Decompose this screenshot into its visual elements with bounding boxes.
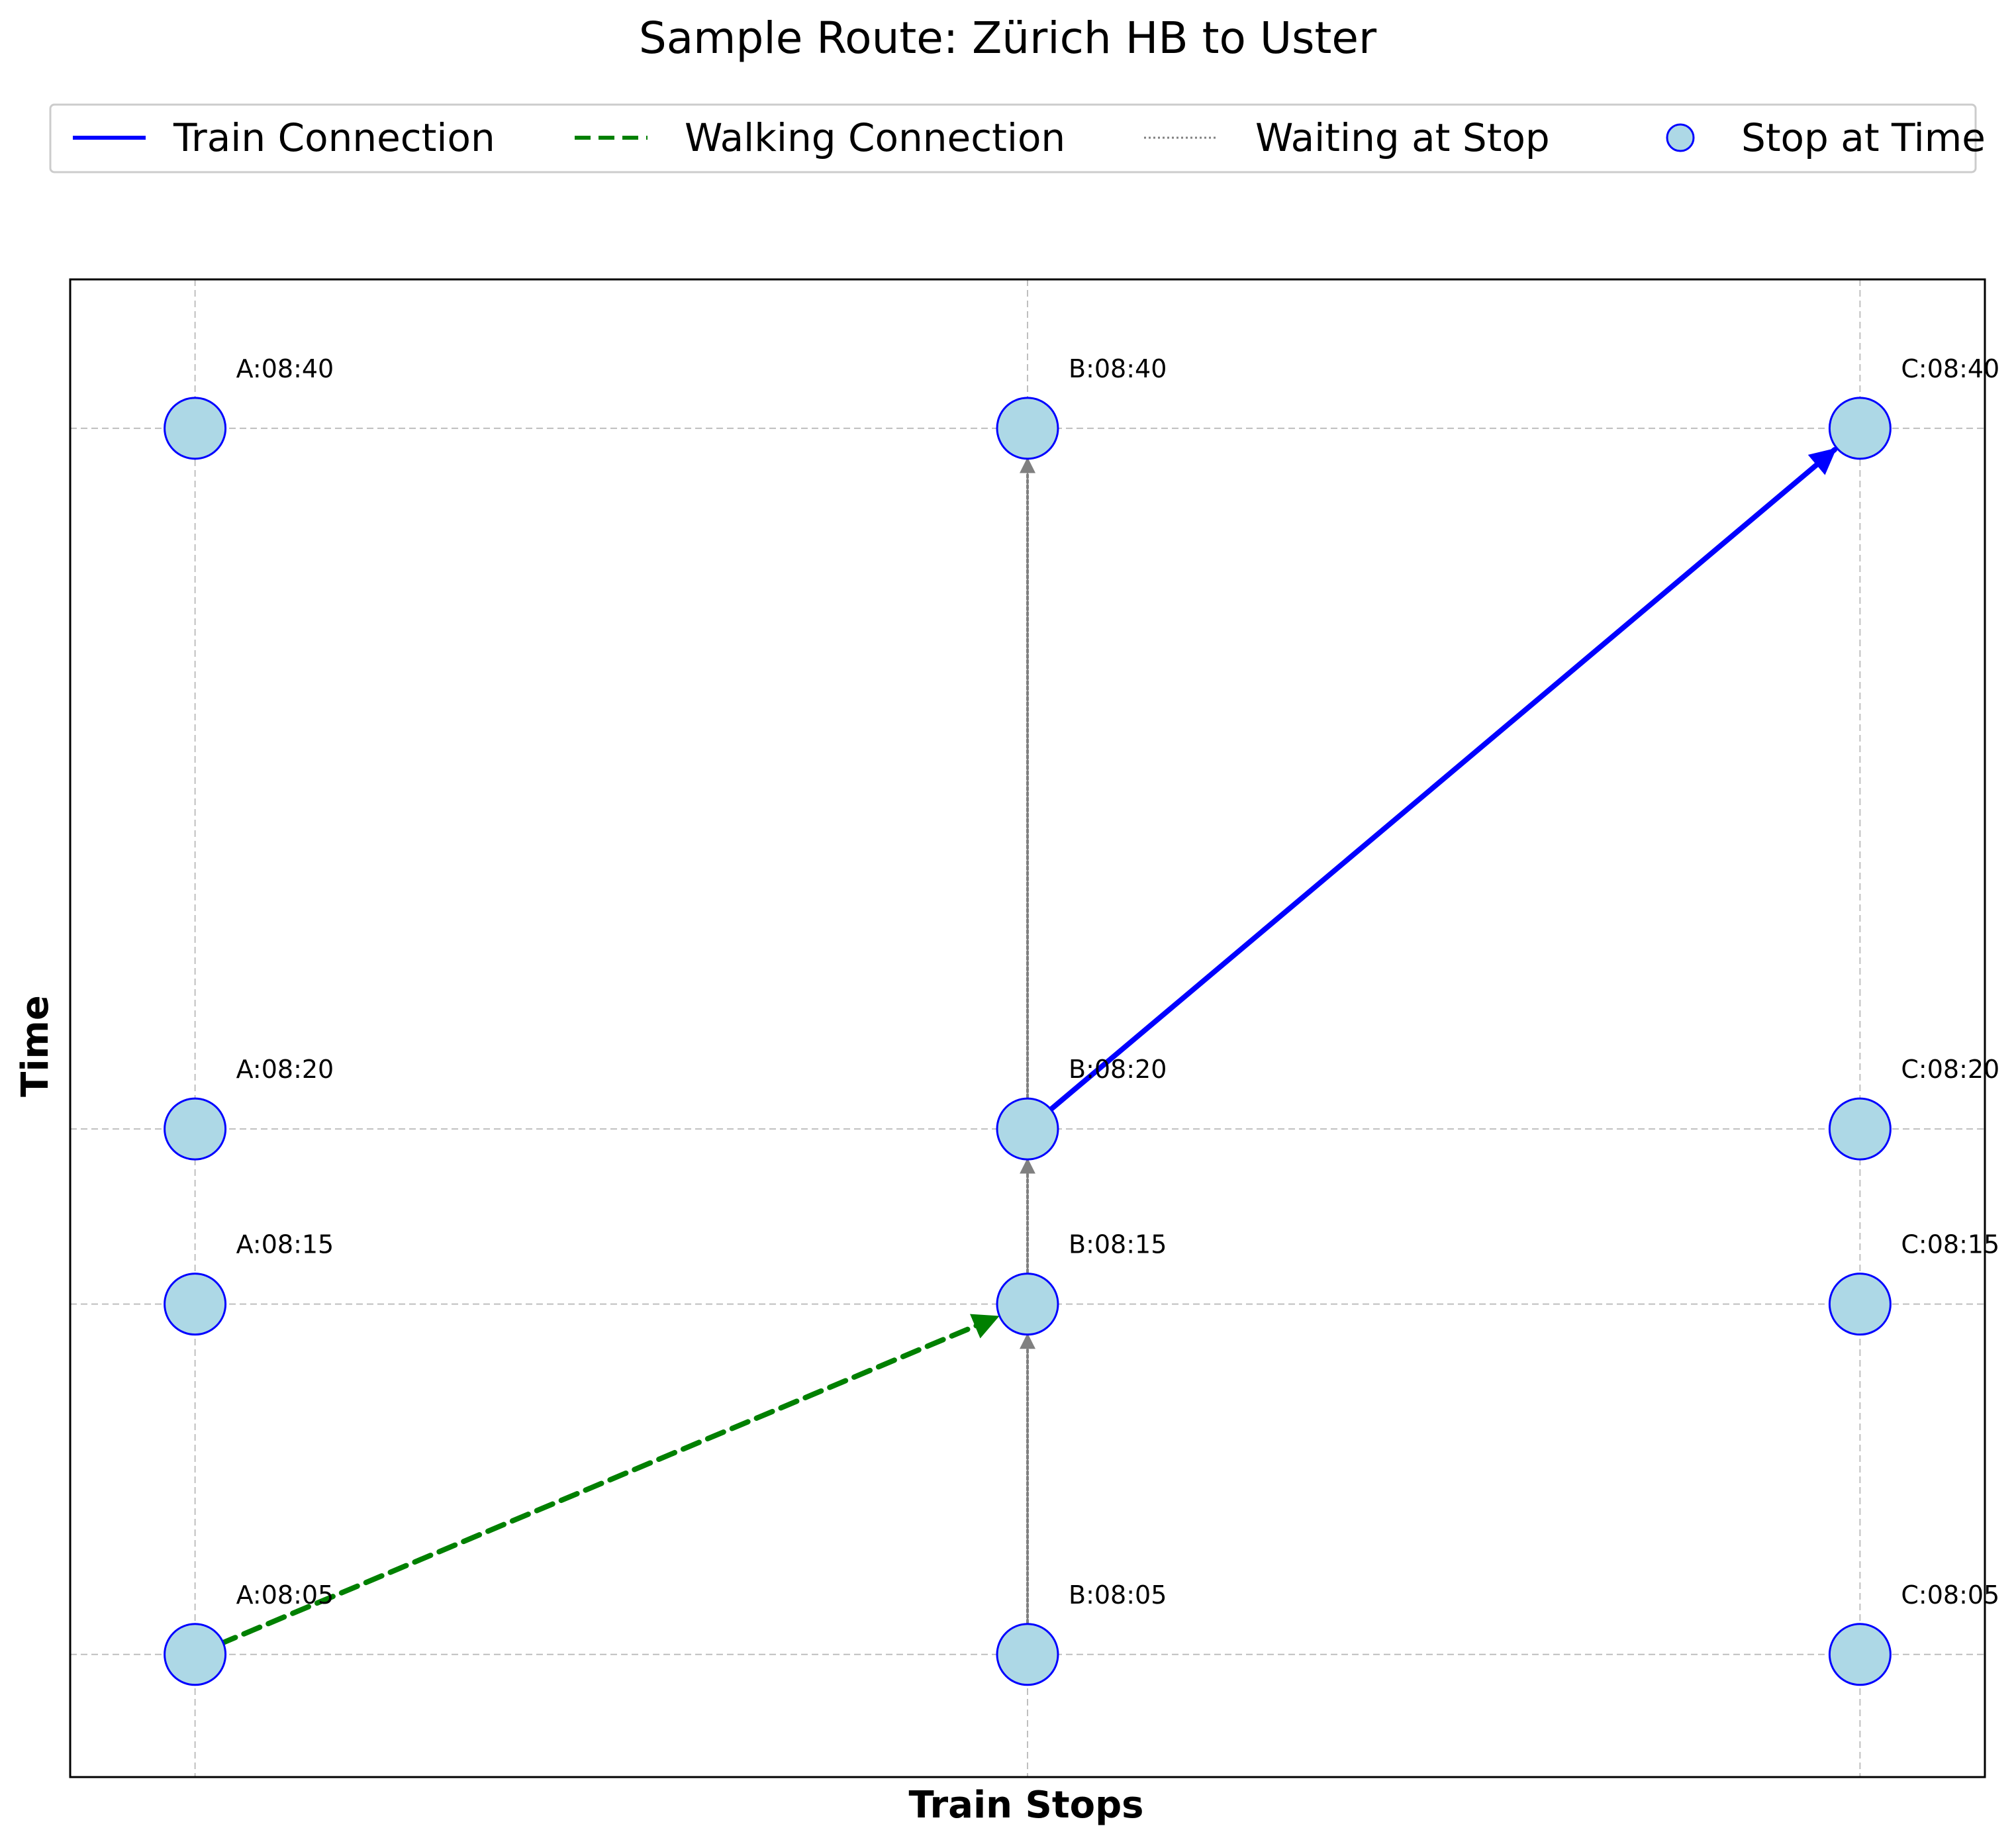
stop-point-C-0840 (1828, 397, 1892, 460)
point-label-C-0815: C:08:15 (1901, 1230, 1999, 1259)
legend-train-label: Train Connection (173, 115, 495, 160)
stop-point-A-0840 (164, 397, 227, 460)
legend-walking-label: Walking Connection (685, 115, 1065, 160)
connections (192, 447, 1838, 1657)
point-label-B-0815: B:08:15 (1069, 1230, 1167, 1259)
chart-title: Sample Route: Zürich HB to Uster (639, 13, 1377, 64)
point-labels: A:08:05 A:08:15 A:08:20 A:08:40 B:08:05 B:08:… (236, 354, 2000, 1610)
stop-point-A-0820 (164, 1097, 227, 1161)
walking-connection-0 (192, 1314, 1000, 1657)
point-label-B-0840: B:08:40 (1069, 354, 1167, 383)
stop-point-B-0805 (996, 1623, 1059, 1686)
legend-frame (49, 103, 1977, 173)
point-label-C-0820: C:08:20 (1901, 1055, 1999, 1084)
stop-points (164, 397, 1892, 1686)
legend-waiting-label: Waiting at Stop (1255, 115, 1550, 160)
plot-frame (69, 278, 1986, 1778)
point-label-B-0805: B:08:05 (1069, 1580, 1167, 1610)
stop-point-C-0815 (1828, 1273, 1892, 1336)
train-connection-4 (1048, 447, 1838, 1112)
stop-point-B-0815 (996, 1273, 1059, 1336)
legend: Train Connection Walking Connection Wait… (49, 103, 1986, 173)
point-label-B-0820: B:08:20 (1069, 1055, 1167, 1084)
point-label-A-0840: A:08:40 (236, 354, 334, 383)
stop-point-A-0805 (164, 1623, 227, 1686)
stop-point-B-0840 (996, 397, 1059, 460)
point-label-A-0805: A:08:05 (236, 1580, 334, 1610)
legend-stop-label: Stop at Time (1741, 115, 1986, 160)
point-label-A-0815: A:08:15 (236, 1230, 334, 1259)
stop-point-C-0820 (1828, 1097, 1892, 1161)
point-label-A-0820: A:08:20 (236, 1055, 334, 1084)
point-label-C-0805: C:08:05 (1901, 1580, 1999, 1610)
legend-stop-marker (1666, 123, 1695, 152)
y-axis-label: Time (14, 995, 57, 1097)
stop-point-A-0815 (164, 1273, 227, 1336)
stop-point-C-0805 (1828, 1623, 1892, 1686)
stop-point-B-0820 (996, 1097, 1059, 1161)
point-label-C-0840: C:08:40 (1901, 354, 1999, 383)
x-axis-label: Train Stops (908, 1784, 1143, 1827)
